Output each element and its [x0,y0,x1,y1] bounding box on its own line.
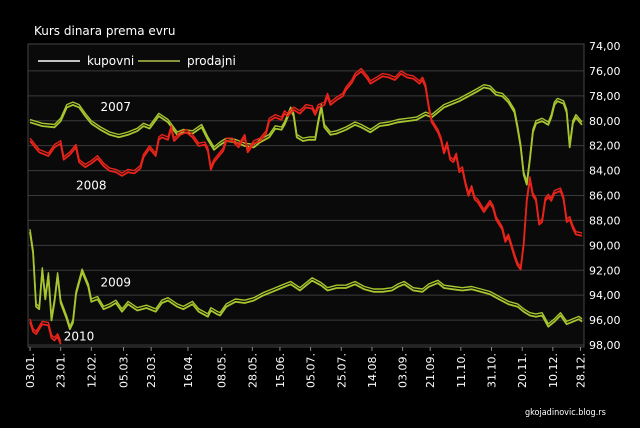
x-tick-label: 16.04. [182,353,195,388]
series-lines [29,67,583,345]
y-tick-label: 96,00 [589,314,621,327]
series-2007 [29,84,583,186]
x-tick-label: 11.10. [455,353,468,388]
legend-prodajni-label: prodajni [187,54,236,68]
series-2010-kupovni [29,318,62,342]
x-tick-label: 05.03. [118,353,131,388]
series-2009 [29,229,583,331]
series-label-2007: 2007 [101,100,132,114]
x-tick-label: 03.01. [24,353,37,388]
x-tick-label: 14.08. [366,353,379,388]
x-tick-label: 21.09. [424,353,437,388]
series-2010 [29,318,62,345]
y-tick-label: 86,00 [589,190,621,203]
x-tick-label: 10.12. [547,353,560,388]
x-tick-label: 08.05. [216,353,229,388]
x-axis-tick-labels: 03.01. 23.01. 12.02. 05.03. 23.03. 16.04. 08.0… [24,347,587,388]
series-label-2009: 2009 [101,276,132,290]
y-tick-label: 90,00 [589,239,621,252]
y-tick-label: 92,00 [589,264,621,277]
x-tick-label: 12.02. [85,353,98,388]
x-tick-label: 31.10. [486,353,499,388]
series-2010-prodajni [29,321,62,345]
y-tick-label: 82,00 [589,140,621,153]
series-label-2010: 2010 [64,329,95,343]
y-tick-label: 80,00 [589,115,621,128]
series-2007-prodajni [29,86,583,186]
y-axis-tick-labels: 74,00 76,00 78,00 80,00 82,00 84,00 86,00 88,00… [589,40,621,352]
x-tick-label: 23.03. [145,353,158,388]
x-tick-label: 28.05. [246,353,259,388]
x-tick-label: 15.06. [274,353,287,388]
chart-title: Kurs dinara prema evru [34,24,176,38]
x-tick-label: 20.11. [516,353,529,388]
y-tick-label: 88,00 [589,214,621,227]
x-tick-label: 28.12. [574,353,587,388]
series-label-2008: 2008 [76,179,107,193]
series-2009-kupovni [29,229,583,328]
x-tick-label: 05.07. [305,353,318,388]
legend: kupovni prodajni [38,54,236,68]
y-tick-label: 94,00 [589,289,621,302]
series-2008-kupovni [29,67,583,268]
y-tick-label: 84,00 [589,165,621,178]
series-2008 [29,67,583,271]
x-tick-label: 03.09. [397,353,410,388]
credit-text: gkojadinovic.blog.rs [525,408,606,418]
plot-frame [27,43,585,348]
series-2008-prodajni [29,70,583,271]
series-2007-kupovni [29,84,583,183]
y-tick-label: 98,00 [589,339,621,352]
x-tick-label: 23.01. [55,353,68,388]
legend-kupovni-label: kupovni [87,54,134,68]
y-tick-label: 74,00 [589,40,621,53]
series-year-labels: 2007 2008 2009 2010 [64,100,131,343]
y-tick-label: 78,00 [589,90,621,103]
y-tick-label: 76,00 [589,65,621,78]
x-tick-label: 25.07. [335,353,348,388]
